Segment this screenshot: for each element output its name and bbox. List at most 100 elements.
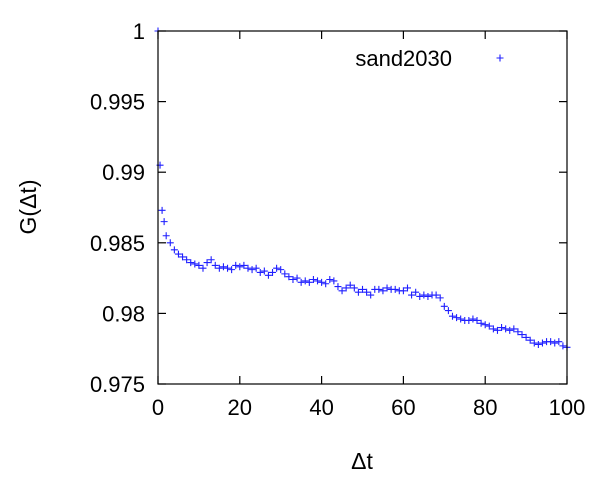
data-point (383, 284, 391, 292)
data-point (158, 206, 166, 214)
data-point (493, 326, 501, 334)
data-point (236, 263, 244, 271)
data-point (473, 316, 481, 324)
data-point (183, 256, 191, 264)
data-point (514, 328, 522, 336)
legend-label: sand2030 (355, 46, 452, 71)
data-point (408, 291, 416, 299)
data-point (420, 291, 428, 299)
data-point (301, 277, 309, 285)
data-point (444, 307, 452, 315)
data-point (526, 336, 534, 344)
data-point (232, 261, 240, 269)
x-axis-title: Δt (351, 448, 373, 474)
data-point (297, 278, 305, 286)
ticks-layer: 0 20 40 60 80 100 0.975 0.98 0.985 0.99 0.995 1 (90, 19, 585, 420)
data-point (191, 260, 199, 268)
data-point (363, 288, 371, 296)
data-point (248, 266, 256, 274)
data-point (174, 250, 182, 258)
data-point (326, 276, 334, 284)
data-point (334, 283, 342, 291)
data-point (506, 326, 514, 334)
x-tick-label: 0 (152, 395, 164, 420)
data-point (240, 261, 248, 269)
legend-marker (496, 54, 504, 62)
data-point (346, 281, 354, 289)
x-tick-label: 60 (391, 395, 415, 420)
data-point (244, 264, 252, 272)
data-point (199, 264, 207, 272)
data-point (330, 277, 338, 285)
data-point (391, 285, 399, 293)
data-point (338, 287, 346, 295)
data-point (547, 338, 555, 346)
data-point (203, 259, 211, 267)
data-point (522, 333, 530, 341)
data-point (215, 264, 223, 272)
data-point (211, 261, 219, 269)
data-point (424, 292, 432, 300)
y-tick-label: 0.98 (102, 301, 145, 326)
plot-frame (157, 30, 568, 385)
data-point (309, 276, 317, 284)
data-point (252, 264, 260, 272)
data-point (322, 280, 330, 288)
data-point (399, 287, 407, 295)
data-point (530, 339, 538, 347)
data-point (273, 264, 281, 272)
data-point (281, 270, 289, 278)
x-tick-label: 40 (309, 395, 333, 420)
data-point (551, 339, 559, 347)
data-point (477, 319, 485, 327)
data-point (195, 261, 203, 269)
data-point (416, 292, 424, 300)
data-point (465, 316, 473, 324)
data-point (160, 218, 168, 226)
data-point (559, 342, 567, 350)
data-point (170, 246, 178, 254)
data-point (293, 274, 301, 282)
data-point (457, 315, 465, 323)
y-tick-label: 0.995 (90, 90, 145, 115)
data-point (264, 271, 272, 279)
y-tick-label: 0.985 (90, 231, 145, 256)
data-point (228, 266, 236, 274)
data-point (432, 291, 440, 299)
data-point (342, 284, 350, 292)
data-point (379, 287, 387, 295)
data-point (510, 325, 518, 333)
data-point (224, 264, 232, 272)
data-point (555, 338, 563, 346)
data-point (269, 268, 277, 276)
data-point (469, 315, 477, 323)
data-point (354, 288, 362, 296)
data-point (489, 325, 497, 333)
data-point (187, 259, 195, 267)
data-point (350, 284, 358, 292)
data-point (403, 284, 411, 292)
x-tick-label: 20 (228, 395, 252, 420)
data-point (359, 285, 366, 293)
data-point (453, 314, 461, 322)
y-tick-label: 0.99 (102, 160, 145, 185)
data-point (256, 268, 264, 276)
data-point (277, 266, 285, 274)
y-tick-label: 1 (133, 19, 145, 44)
data-point (481, 321, 489, 329)
data-point (498, 324, 506, 332)
legend: sand2030 (355, 46, 504, 71)
x-tick-label: 80 (473, 395, 497, 420)
series-layer (154, 27, 571, 351)
data-point (502, 325, 510, 333)
data-point (518, 331, 526, 339)
data-point (162, 232, 170, 240)
data-point (260, 267, 268, 275)
data-point (166, 239, 174, 247)
data-point (207, 256, 215, 264)
data-point (436, 294, 444, 302)
data-point (367, 291, 375, 299)
data-point (285, 273, 293, 281)
data-point (375, 285, 383, 293)
